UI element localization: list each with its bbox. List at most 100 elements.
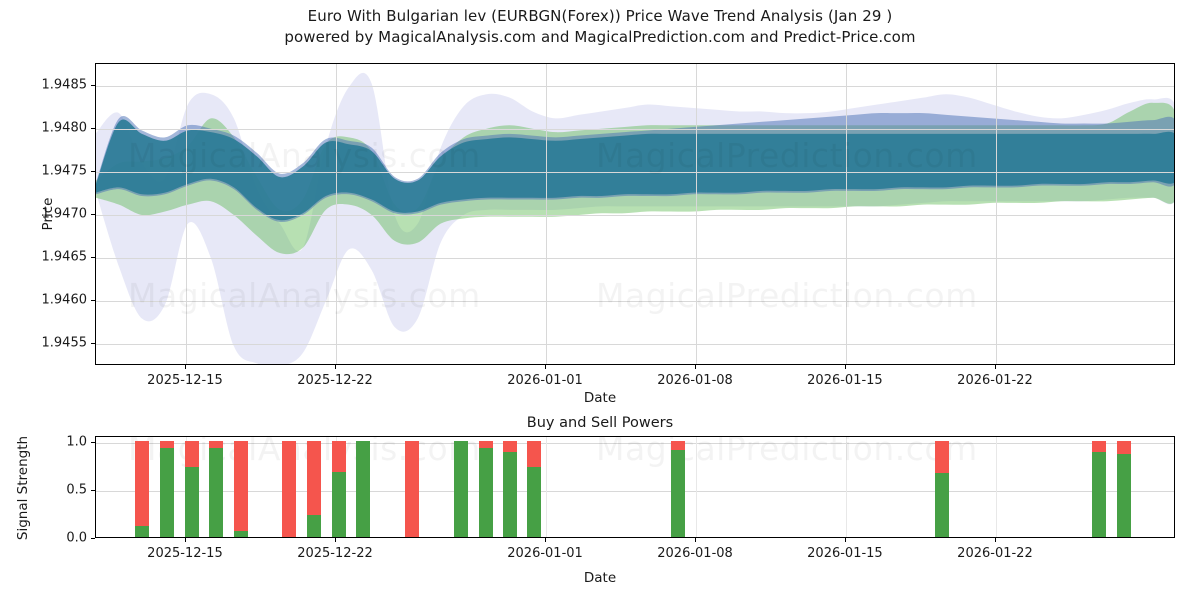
buy-power-segment [478,447,493,537]
signal-bar[interactable] [1092,437,1107,537]
price-gridline-h [96,344,1174,346]
signal-bar[interactable] [185,437,200,537]
price-x-tick-mark [695,365,697,369]
price-band-core-teal-trend-band [96,119,1174,221]
buy-power-segment [934,472,949,537]
signal-y-tick-mark [91,538,95,539]
buy-power-segment [454,440,469,537]
price-y-tick-label: 1.9455 [41,335,88,351]
price-x-tick-label: 2025-12-22 [297,373,373,388]
price-gridline-h [96,171,1174,173]
signal-x-tick-mark [844,538,846,542]
page-title: Euro With Bulgarian lev (EURBGN(Forex)) … [0,6,1200,48]
signal-bar[interactable] [233,437,248,537]
price-y-tick-label: 1.9485 [41,77,88,93]
price-gridline-v [185,64,187,364]
signal-chart-plot-area: MagicalAnalysis.com MagicalPrediction.co… [95,436,1175,538]
price-y-tick-mark [91,300,95,302]
signal-x-tick-label: 2026-01-01 [507,546,583,561]
signal-y-tick-label: 1.0 [66,434,87,450]
signal-bar[interactable] [160,437,175,537]
signal-y-tick-label: 0.5 [66,482,87,498]
sell-power-segment [478,440,493,448]
buy-power-segment [208,448,223,537]
price-y-tick-mark [91,170,95,172]
signal-bar[interactable] [1117,437,1132,537]
signal-bar[interactable] [332,437,346,537]
signal-bar[interactable] [405,437,420,537]
price-x-tick-label: 2025-12-15 [147,373,223,388]
signal-bar[interactable] [307,437,322,537]
buy-power-segment [307,514,322,537]
signal-bar[interactable] [208,437,223,537]
price-x-tick-mark [844,365,846,369]
price-y-tick-label: 1.9460 [41,292,88,308]
price-y-tick-mark [91,257,95,259]
signal-bar[interactable] [502,437,517,537]
price-x-tick-label: 2026-01-01 [507,373,583,388]
buy-power-segment [527,466,542,537]
price-gridline-h [96,215,1174,216]
signal-x-tick-label: 2025-12-15 [147,546,223,561]
sell-power-segment [332,440,346,472]
price-gridline-v [696,64,698,364]
price-gridline-h [96,301,1174,303]
price-gridline-v [546,64,548,364]
price-gridline-h [96,258,1174,260]
signal-x-tick-mark [994,538,996,542]
buy-power-segment [160,447,175,537]
price-y-tick-mark [91,84,95,86]
price-y-tick-label: 1.9465 [41,249,88,265]
signal-gridline-v [845,437,847,537]
signal-gridline-h [96,490,1174,492]
buy-power-segment [135,526,150,537]
signal-y-axis-label: Signal Strength [15,435,31,541]
sell-power-segment [233,440,248,532]
signal-bar[interactable] [135,437,150,537]
signal-bar[interactable] [282,437,297,537]
buy-power-segment [355,440,370,537]
price-gridline-v [335,64,337,364]
price-y-tick-label: 1.9475 [41,163,88,179]
price-y-tick-mark [91,343,95,345]
sell-power-segment [307,440,322,515]
signal-bar[interactable] [671,437,686,537]
signal-x-tick-label: 2025-12-22 [297,546,373,561]
price-x-axis-label: Date [583,390,617,406]
signal-bar[interactable] [478,437,493,537]
signal-bar[interactable] [454,437,469,537]
price-gridline-h [96,85,1174,87]
price-y-axis-label: Price [40,197,56,231]
signal-gridline-v [696,437,698,537]
price-gridline-v [845,64,847,364]
price-x-tick-label: 2026-01-15 [807,373,883,388]
signal-bar[interactable] [934,437,949,537]
buy-power-segment [1117,454,1132,537]
signal-x-tick-label: 2026-01-22 [957,546,1033,561]
buy-power-segment [332,471,346,537]
price-x-tick-label: 2026-01-08 [657,373,733,388]
price-y-tick-label: 1.9480 [41,120,88,136]
signal-gridline-v [546,437,548,537]
price-x-tick-label: 2026-01-22 [957,373,1033,388]
title-line-1: Euro With Bulgarian lev (EURBGN(Forex)) … [307,7,893,25]
price-x-tick-mark [334,365,336,369]
signal-x-tick-label: 2026-01-08 [657,546,733,561]
signal-x-tick-mark [334,538,336,542]
price-y-tick-label: 1.9470 [41,206,88,222]
sell-power-segment [282,440,297,537]
signal-bar[interactable] [527,437,542,537]
buy-power-segment [502,452,517,537]
signal-x-tick-mark [184,538,186,542]
price-x-tick-mark [184,365,186,369]
signal-x-tick-label: 2026-01-15 [807,546,883,561]
buy-power-segment [671,450,686,537]
signal-bars-container [96,437,1174,537]
signal-chart-title: Buy and Sell Powers [526,415,674,431]
signal-bar[interactable] [355,437,370,537]
price-wave-bands [96,72,1174,364]
price-y-tick-mark [91,127,95,129]
buy-power-segment [233,531,248,537]
sell-power-segment [527,440,542,467]
